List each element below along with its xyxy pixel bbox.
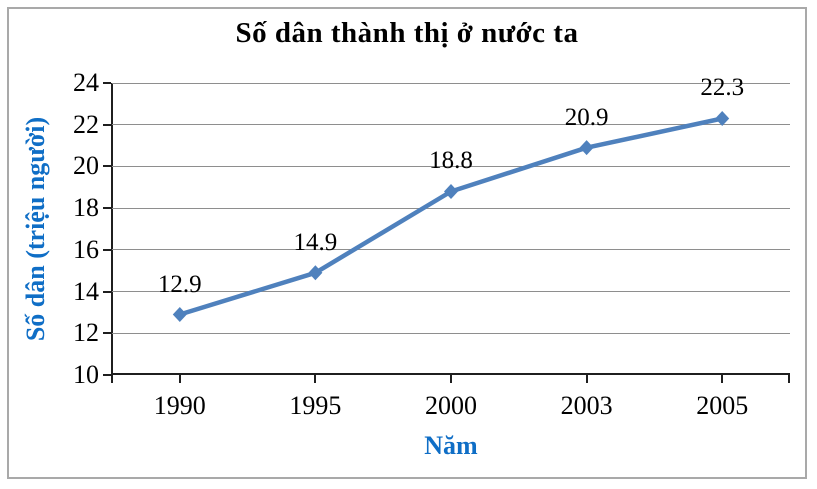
chart-frame-border [7,7,807,479]
x-tick-label: 2003 [560,391,613,420]
data-point-marker [444,183,458,199]
x-tick-label: 2000 [425,391,477,420]
x-axis-tick [450,375,452,383]
y-axis-tick [103,290,111,293]
y-tick-label: 12 [73,318,99,348]
x-tick-label: 1995 [289,391,342,420]
x-axis-tick [314,375,317,383]
x-axis-tick [178,375,181,383]
data-label: 14.9 [293,228,338,256]
gridline [112,124,790,126]
y-tick-label: 22 [73,109,99,139]
y-axis-tick [103,374,111,376]
y-axis-tick [103,82,111,84]
data-label: 18.8 [429,147,473,175]
gridline [112,332,790,334]
y-axis-tick [103,248,111,251]
y-tick-label: 16 [73,234,99,264]
y-axis-tick [103,123,111,126]
data-point-marker [308,265,323,281]
x-axis-end-tick [788,375,790,383]
x-tick-label: 1990 [153,391,206,420]
y-axis-tick [103,332,111,335]
plot-area [112,82,790,375]
data-point-marker [715,110,730,126]
data-label: 20.9 [564,103,609,131]
chart-title: Số dân thành thị ở nước ta [235,17,579,49]
y-tick-label: 14 [73,276,99,306]
x-axis-line [111,373,790,375]
y-tick-label: 20 [73,151,99,181]
x-axis-title: Năm [424,431,478,460]
gridline [112,291,790,293]
x-axis-tick [585,375,588,383]
series-svg [172,110,730,323]
y-axis-line [111,83,113,383]
y-tick-label: 10 [73,360,99,389]
data-point-marker [579,140,594,156]
y-tick-label: 24 [73,68,99,97]
y-axis-tick [103,207,111,210]
x-tick-label: 2005 [696,391,749,420]
data-point-marker [172,307,187,323]
y-tick-label: 18 [73,193,99,223]
gridline [112,82,790,84]
gridline [112,207,790,209]
gridline [112,165,790,167]
data-label: 22.3 [700,74,745,102]
y-axis-tick [103,165,111,168]
data-label: 12.9 [157,270,202,298]
x-axis-tick [721,375,724,383]
gridline [112,249,790,251]
